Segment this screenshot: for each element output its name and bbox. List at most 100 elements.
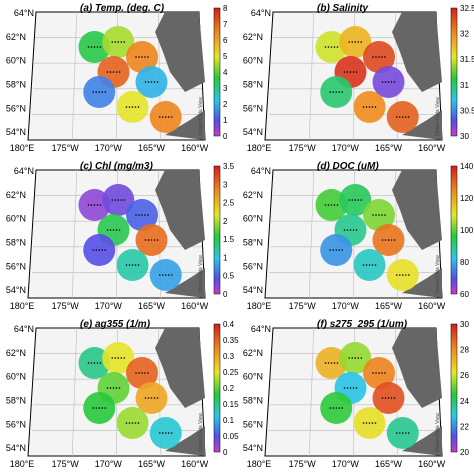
station-dot [93,46,96,48]
station-dot [352,71,355,73]
station-dot [352,229,355,231]
station-dot [134,264,137,266]
station-dot [106,71,109,73]
station-dot [401,432,404,434]
lon-tick-label: 175°W [289,459,317,469]
station-dot [92,249,95,251]
graticule-line [71,327,78,457]
alaska-landmass [155,170,205,250]
lat-tick-label: 56°N [6,103,26,113]
station-dot [115,387,118,389]
aleutian-landmass [402,268,442,298]
station-dot [109,71,112,73]
station-dot [368,264,371,266]
colorbar-tick-label: 0.05 [223,432,239,441]
chart-panel-2: (b) Salinity 64°N 62°N 60°N 58°N 56°N 54°N 180°… [237,0,474,158]
station-dot [125,264,128,266]
station-dot [357,41,360,43]
station-dot [374,106,377,108]
station-dot [387,397,390,399]
lon-tick-label: 160°W [181,459,209,469]
aleutian-landmass [165,110,205,140]
alaska-landmass [155,12,205,92]
station-dot [99,46,102,48]
lat-tick-label: 56°N [243,419,263,429]
colorbar-tick-label: 7 [223,20,228,29]
station-dot [147,214,149,216]
colorbar-tick-label: 8 [223,4,228,13]
station-dot [341,407,344,409]
station-dot [96,46,99,48]
odv-watermark: Ocean Data View [435,255,441,294]
station-dot [375,214,377,216]
station-dot [131,264,134,266]
colorbar-tick-label: 0 [223,448,228,457]
lon-tick-label: 165°W [375,459,403,469]
lat-tick-label: 56°N [243,261,263,271]
station-dot [390,239,393,241]
station-dot [101,407,104,409]
lon-tick-label: 175°W [289,143,317,153]
station-dot [338,407,341,409]
station-dot [372,56,374,58]
panel-title: (b) Salinity [317,3,369,14]
panel-title: (c) Chl (mg/m3) [80,161,153,172]
colorbar-tick-label: 3.5 [223,162,235,171]
lon-tick-label: 170°W [95,459,123,469]
station-dot [365,264,368,266]
odv-watermark: Ocean Data View [198,97,204,136]
station-dot [338,249,341,251]
station-dot [117,41,120,43]
station-dot [384,81,387,83]
station-dot [351,41,354,43]
station-dot [330,204,333,206]
colorbar-tick-label: 2.5 [223,199,235,208]
lat-tick-label: 58°N [6,238,26,248]
colorbar [450,323,458,453]
colorbar-tick-label: 28 [460,346,469,355]
station-dot [95,91,98,93]
station-dot [125,422,128,424]
station-dot [355,71,358,73]
lat-tick-label: 56°N [6,261,26,271]
colorbar-tick-label: 140 [460,162,474,171]
colorbar-tick-label: 20 [460,448,469,457]
station-dot [351,357,354,359]
station-dot [99,204,102,206]
colorbar-tick-label: 31 [460,81,469,90]
lon-tick-label: 165°W [138,301,166,311]
station-dot [147,397,150,399]
station-dot [128,422,131,424]
station-dot [354,199,357,201]
station-dot [112,387,115,389]
station-dot [330,362,333,364]
lon-tick-label: 180°E [247,459,272,469]
colorbar-tick-label: 30 [460,132,469,141]
lat-tick-label: 54°N [243,443,263,453]
graticule-line [71,11,78,141]
station-dot [354,357,357,359]
lon-tick-label: 170°W [332,459,360,469]
station-dot [93,362,96,364]
alaska-landmass [392,12,442,92]
station-dot [332,91,335,93]
station-dot [393,239,396,241]
lat-tick-label: 60°N [6,372,26,382]
station-dot [112,71,115,73]
station-dot [327,46,330,48]
station-dot [90,362,93,364]
station-dot [395,274,398,276]
lat-tick-label: 64°N [251,8,271,18]
station-dot [153,239,156,241]
station-dot [90,204,93,206]
station-dot [92,91,95,93]
station-dot [144,239,147,241]
station-dot [333,46,336,48]
station-dot [111,199,114,201]
station-dot [333,204,336,206]
lon-tick-label: 160°W [181,301,209,311]
station-dot [128,106,131,108]
station-dot [135,372,137,374]
lon-tick-label: 160°W [418,459,446,469]
station-dot [87,46,90,48]
